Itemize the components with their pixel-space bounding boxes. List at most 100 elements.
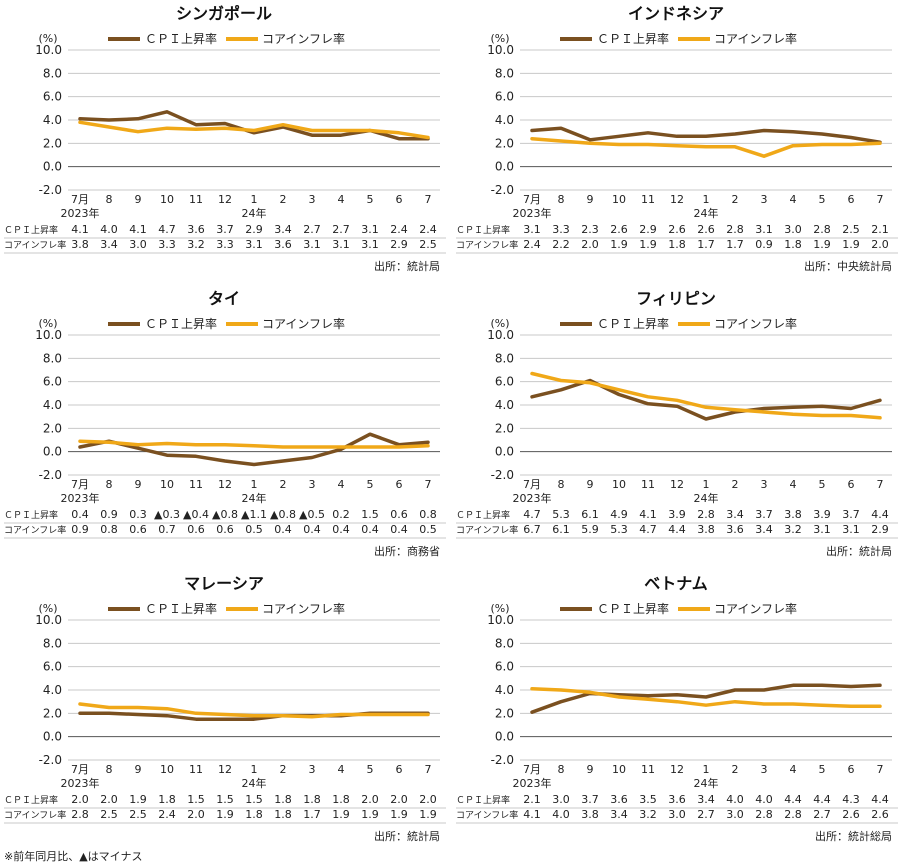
- table-cell-core: 1.9: [361, 808, 379, 821]
- y-tick-label: 2.0: [495, 136, 514, 150]
- table-cell-core: 3.1: [303, 238, 321, 251]
- table-cell-cpi: 4.4: [784, 793, 802, 806]
- y-tick-label: 2.0: [43, 136, 62, 150]
- x-tick-label: 4: [790, 193, 797, 206]
- table-cell-core: 0.5: [419, 523, 437, 536]
- y-tick-label: 6.0: [43, 90, 62, 104]
- table-cell-cpi: 0.3: [129, 508, 147, 521]
- y-tick-label: 8.0: [495, 636, 514, 650]
- table-cell-core: 5.9: [581, 523, 599, 536]
- table-cell-cpi: 2.8: [697, 508, 715, 521]
- y-axis-unit: (%): [490, 32, 509, 45]
- x-tick-label: 5: [367, 193, 374, 206]
- table-cell-cpi: 2.8: [726, 223, 744, 236]
- table-cell-core: 0.6: [216, 523, 234, 536]
- x-tick-label: 1: [251, 478, 258, 491]
- x-tick-label: 3: [761, 763, 768, 776]
- table-cell-cpi: 3.8: [784, 508, 802, 521]
- x-tick-label: 7月: [523, 478, 541, 491]
- table-cell-cpi: 4.0: [726, 793, 744, 806]
- series-line-core: [530, 687, 882, 709]
- table-cell-cpi: 3.7: [216, 223, 234, 236]
- chart-title: インドネシア: [628, 4, 724, 23]
- x-tick-label: 10: [612, 193, 626, 206]
- table-row-label-cpi: ＣＰＩ上昇率: [4, 794, 58, 806]
- table-cell-core: 3.1: [361, 238, 379, 251]
- x-tick-label: 8: [106, 763, 113, 776]
- table-cell-cpi: 3.6: [668, 793, 686, 806]
- table-cell-core: 1.9: [842, 238, 860, 251]
- x-tick-label: 9: [135, 193, 142, 206]
- table-cell-cpi: 3.4: [274, 223, 292, 236]
- table-cell-core: 1.9: [332, 808, 350, 821]
- y-axis-unit: (%): [38, 602, 57, 615]
- series-line-cpi: [530, 126, 882, 144]
- table-cell-core: 1.9: [639, 238, 657, 251]
- x-tick-label: 5: [367, 478, 374, 491]
- table-cell-core: 2.4: [158, 808, 176, 821]
- table-cell-cpi: 4.0: [100, 223, 118, 236]
- x-tick-label: 6: [848, 478, 855, 491]
- x-tick-label: 7: [877, 193, 884, 206]
- table-cell-core: 2.4: [523, 238, 541, 251]
- table-cell-cpi: 3.9: [668, 508, 686, 521]
- table-cell-cpi: 2.0: [390, 793, 408, 806]
- table-cell-core: 1.9: [390, 808, 408, 821]
- table-row-label-core: コアインフレ率: [4, 524, 66, 536]
- x-tick-label: 3: [761, 478, 768, 491]
- year-label-2023: 2023年: [513, 491, 552, 505]
- table-cell-core: 1.7: [697, 238, 715, 251]
- x-tick-label: 10: [612, 763, 626, 776]
- table-cell-core: 3.1: [245, 238, 263, 251]
- table-cell-cpi: 3.7: [842, 508, 860, 521]
- table-cell-cpi: ▲0.4: [183, 508, 209, 521]
- table-cell-cpi: 4.4: [813, 793, 831, 806]
- table-cell-cpi: ▲0.3: [154, 508, 180, 521]
- y-tick-label: 2.0: [495, 421, 514, 435]
- y-tick-label: 6.0: [495, 375, 514, 389]
- y-tick-label: -2.0: [39, 468, 62, 482]
- table-cell-cpi: 2.7: [303, 223, 321, 236]
- table-cell-core: 1.7: [726, 238, 744, 251]
- y-tick-label: 8.0: [43, 636, 62, 650]
- table-cell-cpi: 3.3: [552, 223, 570, 236]
- table-cell-core: 1.8: [668, 238, 686, 251]
- y-axis-unit: (%): [490, 317, 509, 330]
- y-tick-label: 4.0: [495, 683, 514, 697]
- table-cell-core: 0.4: [390, 523, 408, 536]
- table-row-label-core: コアインフレ率: [4, 239, 66, 251]
- table-cell-cpi: 3.6: [187, 223, 205, 236]
- table-row-label-cpi: ＣＰＩ上昇率: [456, 509, 510, 521]
- x-tick-label: 5: [367, 763, 374, 776]
- table-cell-cpi: 4.1: [639, 508, 657, 521]
- table-cell-core: 1.9: [216, 808, 234, 821]
- y-tick-label: 4.0: [495, 113, 514, 127]
- legend-label-core: コアインフレ率: [714, 316, 797, 331]
- y-tick-label: 10.0: [35, 328, 62, 342]
- table-cell-core: 3.4: [610, 808, 628, 821]
- x-tick-label: 10: [160, 478, 174, 491]
- y-tick-label: 6.0: [495, 660, 514, 674]
- series-line-core: [78, 702, 430, 719]
- x-tick-label: 7: [425, 193, 432, 206]
- table-cell-cpi: 2.4: [419, 223, 437, 236]
- legend-label-core: コアインフレ率: [262, 316, 345, 331]
- table-cell-core: 3.4: [100, 238, 118, 251]
- table-cell-core: 0.9: [71, 523, 89, 536]
- table-cell-cpi: ▲0.8: [270, 508, 296, 521]
- table-cell-cpi: 3.6: [610, 793, 628, 806]
- table-cell-cpi: 2.9: [245, 223, 263, 236]
- table-cell-cpi: 4.4: [871, 793, 889, 806]
- table-cell-core: 3.8: [71, 238, 89, 251]
- table-cell-core: 3.4: [755, 523, 773, 536]
- table-cell-cpi: 6.1: [581, 508, 599, 521]
- table-cell-core: 4.1: [523, 808, 541, 821]
- y-tick-label: -2.0: [39, 753, 62, 767]
- table-row-label-core: コアインフレ率: [4, 809, 66, 821]
- legend-label-cpi: ＣＰＩ上昇率: [597, 601, 669, 616]
- source-note: 出所：統計総局: [815, 829, 892, 843]
- x-tick-label: 7: [877, 478, 884, 491]
- table-cell-core: 3.2: [187, 238, 205, 251]
- x-tick-label: 4: [338, 478, 345, 491]
- source-note: 出所：商務省: [374, 544, 440, 558]
